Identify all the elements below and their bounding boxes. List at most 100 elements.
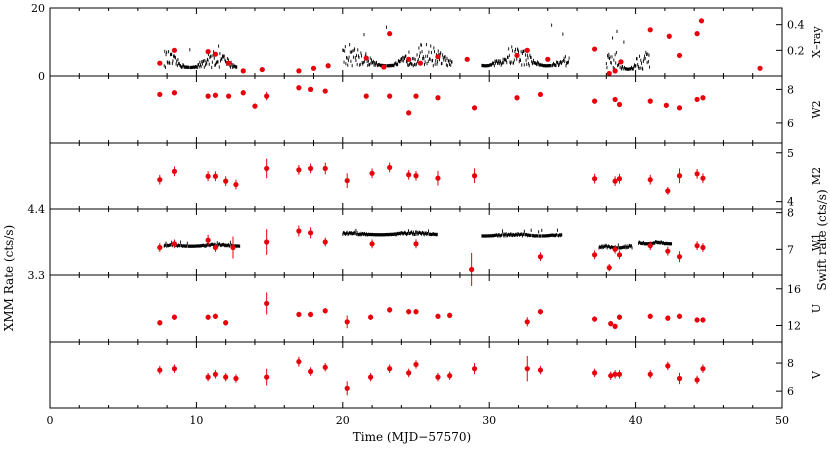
- swift-point: [387, 31, 393, 37]
- swift-point: [322, 165, 328, 172]
- swift-point: [157, 177, 163, 183]
- swift-point: [226, 60, 232, 66]
- swift-point: [608, 373, 614, 379]
- swift-point: [264, 93, 270, 99]
- swift-point: [233, 181, 239, 188]
- swift-point: [616, 314, 623, 320]
- band-label: W1: [810, 233, 823, 251]
- swift-point: [612, 96, 618, 103]
- panels-group: 0.2 0.4 0 20 X–ray 6 8 W2 4 5 M2 7 8 3.3 4.4 W1 12 16 U 6 8 V: [28, 2, 823, 409]
- x-tick-label: 10: [189, 414, 203, 427]
- right-tick-label: 6: [787, 117, 794, 130]
- right-tick-label: 4: [787, 196, 794, 209]
- swift-point: [205, 173, 211, 179]
- swift-point: [233, 375, 239, 382]
- swift-point: [537, 91, 544, 98]
- band-label: U: [810, 304, 823, 313]
- swift-point: [205, 49, 211, 55]
- swift-point: [524, 319, 530, 325]
- swift-point: [344, 385, 350, 391]
- swift-point: [171, 47, 178, 53]
- swift-point: [310, 65, 317, 71]
- swift-point: [212, 371, 219, 377]
- swift-point: [694, 96, 700, 103]
- right-tick-label: 6: [787, 385, 794, 398]
- panel-w1: 7 8 3.3 4.4 W1: [28, 203, 823, 286]
- swift-point: [307, 311, 314, 318]
- swift-point: [676, 313, 683, 319]
- swift-point: [212, 173, 219, 179]
- swift-point: [471, 105, 478, 111]
- swift-point: [694, 317, 700, 323]
- panel-x-ray: 0.2 0.4 0 20 X–ray: [31, 2, 823, 83]
- swift-point: [464, 56, 470, 62]
- swift-point: [296, 85, 302, 91]
- swift-point: [592, 98, 598, 104]
- swift-point: [435, 54, 441, 60]
- swift-point: [413, 241, 419, 247]
- swift-point: [363, 55, 369, 61]
- swift-point: [264, 239, 270, 245]
- swift-point: [665, 315, 671, 321]
- panel-frame: [49, 75, 783, 144]
- swift-point: [413, 361, 419, 368]
- swift-point: [296, 359, 302, 365]
- swift-point: [230, 244, 236, 251]
- swift-point: [387, 164, 393, 171]
- swift-point: [226, 93, 232, 99]
- swift-point: [259, 66, 265, 73]
- swift-point: [592, 176, 598, 182]
- xmm-curve-segment: [163, 44, 238, 70]
- swift-point: [240, 68, 246, 74]
- swift-point: [700, 95, 706, 101]
- swift-point: [406, 56, 412, 62]
- swift-point: [666, 33, 672, 39]
- swift-point: [307, 368, 314, 375]
- swift-point: [698, 18, 705, 24]
- swift-point: [616, 252, 623, 258]
- swift-point: [325, 63, 331, 69]
- swift-point: [524, 366, 530, 372]
- swift-point: [435, 175, 441, 181]
- swift-point: [296, 167, 302, 173]
- swift-point: [694, 171, 700, 177]
- left-y-axis-title: XMM Rate (cts/s): [2, 225, 16, 331]
- xmm-curve-segment: [342, 228, 438, 237]
- swift-point: [212, 244, 219, 251]
- swift-point: [417, 60, 423, 66]
- swift-point: [647, 371, 653, 377]
- swift-point: [344, 178, 350, 184]
- swift-point: [171, 314, 178, 320]
- right-tick-label: 5: [787, 147, 794, 160]
- swift-point: [647, 27, 653, 33]
- swift-point: [616, 101, 623, 108]
- right-tick-label: 12: [787, 319, 801, 332]
- swift-point: [223, 374, 229, 380]
- swift-point: [205, 374, 211, 380]
- swift-point: [435, 95, 441, 101]
- panel-m2: 4 5 M2: [49, 142, 823, 210]
- swift-point: [665, 248, 671, 254]
- swift-point: [252, 103, 258, 109]
- swift-point: [618, 59, 624, 65]
- panel-frame: [49, 274, 783, 343]
- band-label: M2: [810, 167, 823, 185]
- x-tick-label: 50: [775, 414, 789, 427]
- x-tick-label: 40: [629, 414, 643, 427]
- swift-point: [757, 65, 763, 71]
- swift-point: [205, 237, 211, 243]
- swift-point: [592, 316, 598, 322]
- right-tick-label: 8: [787, 357, 794, 370]
- right-tick-label: 16: [787, 283, 801, 296]
- swift-point: [157, 244, 163, 251]
- swift-point: [307, 165, 314, 172]
- swift-point: [612, 178, 618, 184]
- swift-point: [676, 52, 683, 59]
- swift-point: [665, 363, 671, 369]
- swift-point: [694, 377, 700, 383]
- swift-point: [700, 366, 706, 372]
- swift-point: [344, 319, 350, 325]
- swift-point: [616, 371, 623, 377]
- swift-point: [694, 31, 700, 37]
- right-tick-label: 7: [787, 243, 794, 256]
